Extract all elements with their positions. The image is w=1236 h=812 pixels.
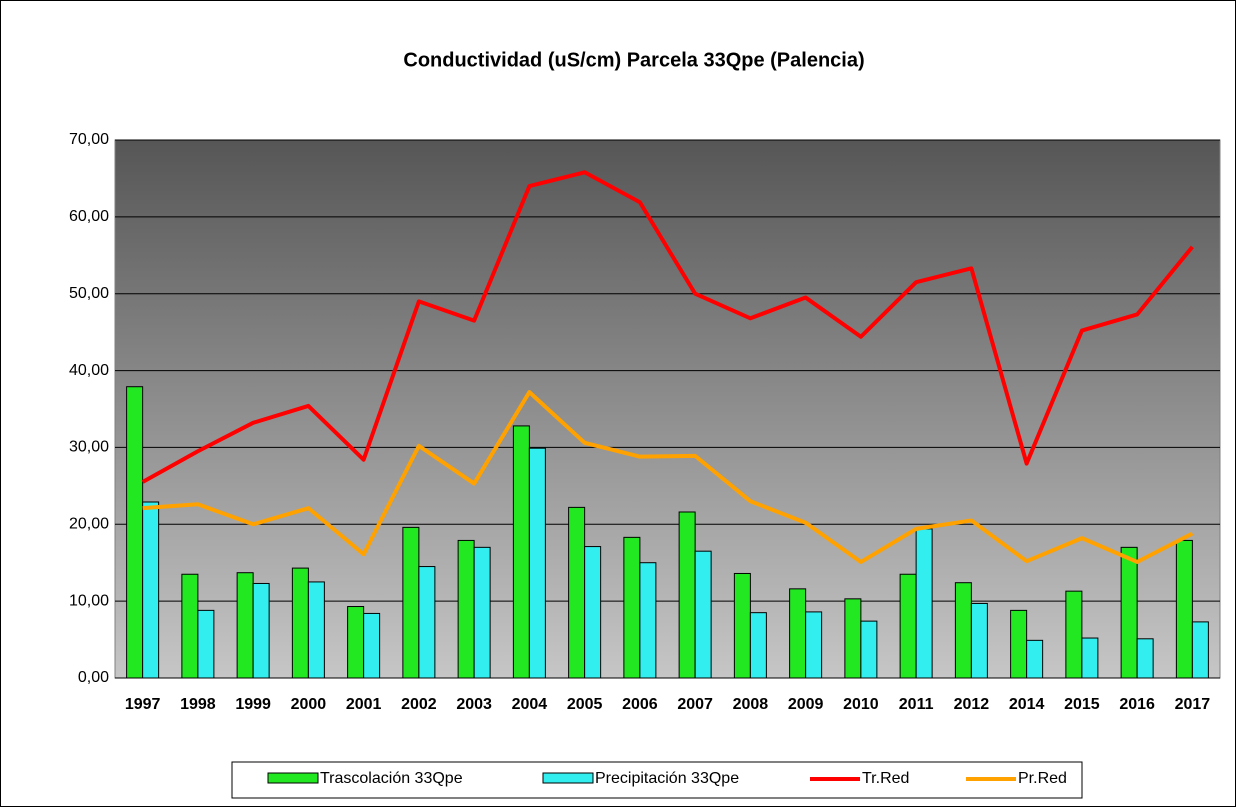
- legend-label: Pr.Red: [1018, 770, 1067, 787]
- bar: [1191, 621, 1209, 679]
- bar: [844, 598, 862, 679]
- x-tick-label: 2006: [622, 696, 658, 713]
- x-tick-label: 2009: [788, 696, 824, 713]
- legend-swatch: [267, 772, 319, 784]
- x-tick-label: 2000: [291, 696, 327, 713]
- bar: [1081, 637, 1099, 679]
- x-tick-label: 2015: [1064, 696, 1100, 713]
- bar: [694, 550, 712, 679]
- bar: [457, 539, 475, 679]
- y-tick-label: 60,00: [69, 208, 109, 225]
- bar: [512, 425, 530, 679]
- x-tick-label: 2012: [954, 696, 990, 713]
- bar: [1010, 609, 1028, 679]
- bar: [970, 602, 988, 679]
- bar: [363, 612, 381, 679]
- legend-swatch: [542, 772, 594, 784]
- bar: [789, 588, 807, 679]
- y-tick-label: 10,00: [69, 592, 109, 609]
- x-tick-label: 2014: [1009, 696, 1045, 713]
- bar: [252, 582, 270, 679]
- legend: Trascolación 33Qpe Precipitación 33Qpe T…: [231, 761, 1083, 799]
- bar: [142, 501, 160, 679]
- bar: [1120, 546, 1138, 679]
- legend-label: Precipitación 33Qpe: [595, 770, 739, 787]
- bar: [1026, 639, 1044, 679]
- bar: [899, 573, 917, 679]
- bar: [181, 573, 199, 679]
- bar: [678, 511, 696, 679]
- bar: [733, 572, 751, 679]
- x-tick-label: 2007: [677, 696, 713, 713]
- y-tick-label: 30,00: [69, 439, 109, 456]
- legend-box: [231, 761, 1083, 799]
- x-tick-label: 1997: [125, 696, 161, 713]
- bar: [860, 620, 878, 679]
- legend-label: Trascolación 33Qpe: [320, 770, 463, 787]
- x-tick-label: 2004: [512, 696, 548, 713]
- y-tick-label: 0,00: [78, 669, 109, 686]
- x-tick-label: 2017: [1175, 696, 1211, 713]
- bar: [402, 526, 420, 679]
- x-tick-label: 2005: [567, 696, 603, 713]
- bar: [623, 536, 641, 679]
- bar: [805, 611, 823, 679]
- x-tick-label: 2003: [456, 696, 492, 713]
- bar: [197, 609, 215, 679]
- bar: [528, 447, 546, 679]
- chart-title: Conductividad (uS/cm) Parcela 33Qpe (Pal…: [403, 49, 864, 71]
- bar: [126, 386, 144, 679]
- bar: [639, 562, 657, 679]
- line: [141, 170, 1194, 484]
- y-tick-label: 40,00: [69, 362, 109, 379]
- x-tick-label: 2002: [401, 696, 437, 713]
- plot-area: [114, 139, 1221, 679]
- bar: [307, 581, 325, 679]
- bar: [749, 612, 767, 679]
- bar: [1065, 590, 1083, 679]
- line: [142, 390, 1194, 564]
- x-tick-label: 2011: [899, 696, 934, 713]
- y-tick-label: 70,00: [69, 131, 109, 148]
- x-tick-label: 1998: [180, 696, 216, 713]
- bar: [915, 528, 933, 679]
- legend-label: Tr.Red: [862, 770, 909, 787]
- bar: [568, 506, 586, 679]
- bar: [347, 606, 365, 679]
- bar: [1136, 638, 1154, 679]
- bar: [236, 572, 254, 679]
- bar: [1175, 539, 1193, 679]
- x-tick-label: 2001: [346, 696, 382, 713]
- bar: [418, 566, 436, 679]
- y-tick-label: 50,00: [69, 285, 109, 302]
- y-tick-label: 20,00: [69, 516, 109, 533]
- bar: [584, 546, 602, 679]
- x-tick-label: 2016: [1119, 696, 1155, 713]
- x-tick-label: 2008: [733, 696, 769, 713]
- x-tick-label: 1999: [235, 696, 271, 713]
- x-tick-label: 2010: [843, 696, 879, 713]
- bar: [291, 567, 309, 679]
- bar: [954, 582, 972, 679]
- bar: [473, 546, 491, 679]
